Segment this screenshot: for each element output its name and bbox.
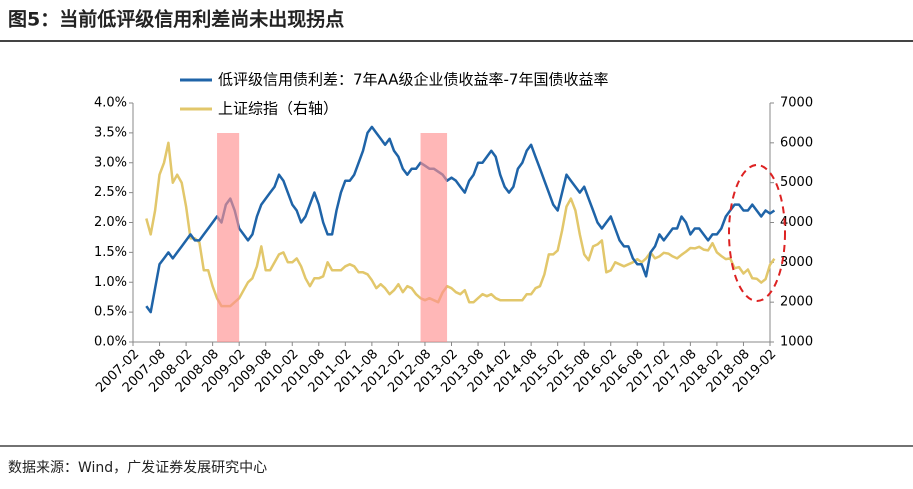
legend-label: 低评级信用债利差：7年AA级企业债收益率-7年国债收益率: [218, 71, 608, 89]
plot: 0.0% 0.5% 1.0% 1.5% 2.0% 2.5% 3.0% 3.5% 4.0% 1000…: [93, 71, 813, 396]
series-line: [145, 141, 776, 308]
y2-tick-label: 6000: [780, 135, 813, 150]
shaded-period: [420, 133, 448, 342]
y-tick-label: 3.5%: [94, 125, 127, 140]
y2-tick-label: 4000: [780, 215, 813, 230]
y2-tick-label: 1000: [780, 335, 813, 350]
y-tick-label: 0.5%: [94, 305, 127, 320]
y2-tick-label: 7000: [780, 96, 813, 111]
y-tick-label: 1.5%: [94, 245, 127, 260]
shaded-period: [217, 133, 240, 342]
y-tick-label: 3.0%: [94, 155, 127, 170]
chart-title: 图5：当前低评级信用利差尚未出现拐点: [8, 8, 344, 31]
highlight-ellipse: [728, 164, 786, 302]
y-tick-label: 0.0%: [94, 335, 127, 350]
y2-tick-label: 3000: [780, 255, 813, 270]
y2-tick-label: 2000: [780, 295, 813, 310]
series-line: [145, 125, 776, 314]
source: 数据来源：Wind，广发证券发展研究中心: [8, 460, 267, 476]
y-tick-label: 4.0%: [94, 96, 127, 111]
y2-tick-label: 5000: [780, 175, 813, 190]
legend-label: 上证综指（右轴）: [218, 100, 338, 118]
y-tick-label: 2.5%: [94, 185, 127, 200]
y-tick-label: 1.0%: [94, 275, 127, 290]
y-tick-label: 2.0%: [94, 215, 127, 230]
